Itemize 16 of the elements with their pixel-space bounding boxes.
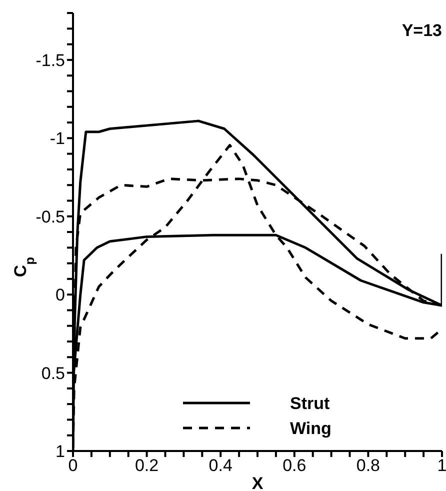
x-tick-label: 0.6: [282, 456, 306, 476]
y-tick-label: 1: [56, 442, 65, 462]
x-tick-label: 0.8: [356, 456, 380, 476]
y-tick-label: -1: [50, 129, 65, 148]
x-tick-label: 0.4: [208, 456, 232, 476]
x-axis-title: X: [252, 474, 264, 491]
x-tick-label: 1: [437, 456, 446, 476]
text: Y=13: [402, 21, 442, 40]
x-tick-label: 0: [68, 456, 78, 476]
legend-label: Strut: [290, 394, 330, 413]
legend-label: Wing: [290, 419, 332, 438]
y-tick-label: 0.5: [41, 364, 65, 383]
x-tick-label: 0.2: [134, 456, 159, 476]
y-tick-label: -0.5: [36, 207, 65, 226]
y-tick-label: 0: [56, 286, 65, 305]
y-tick-label: -1.5: [36, 50, 65, 70]
